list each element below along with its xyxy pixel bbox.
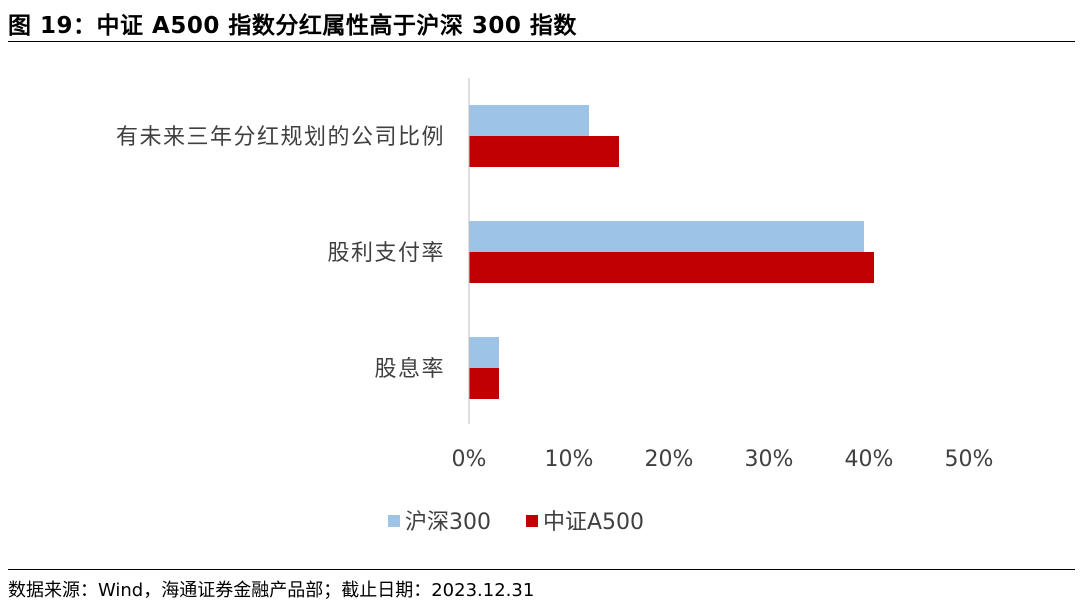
bar-csi-a500-2 [469,368,499,399]
bar-csi-a500-1 [469,252,874,283]
bar-csi300-1 [469,221,864,252]
bar-csi-a500-0 [469,136,619,167]
bar-csi300-0 [469,105,589,136]
x-tick-label: 10% [545,447,594,472]
x-tick-label: 40% [845,447,894,472]
category-label: 股息率 [374,357,445,382]
legend-swatch-1 [526,515,538,527]
legend-label: 中证A500 [543,510,644,535]
category-label: 股利支付率 [327,241,445,266]
x-tick-label: 20% [645,447,694,472]
source-note: 数据来源：Wind，海通证券金融产品部；截止日期：2023.12.31 [8,580,535,601]
x-tick-label: 50% [945,447,994,472]
legend-swatch-0 [388,515,400,527]
title-divider [8,41,1075,42]
legend-label: 沪深300 [405,510,491,535]
figure-title: 图 19：中证 A500 指数分红属性高于沪深 300 指数 [8,13,577,39]
source-divider [8,569,1075,570]
x-tick-label: 30% [745,447,794,472]
category-label: 有未来三年分红规划的公司比例 [116,125,445,150]
bar-csi300-2 [469,337,499,368]
x-tick-label: 0% [452,447,487,472]
